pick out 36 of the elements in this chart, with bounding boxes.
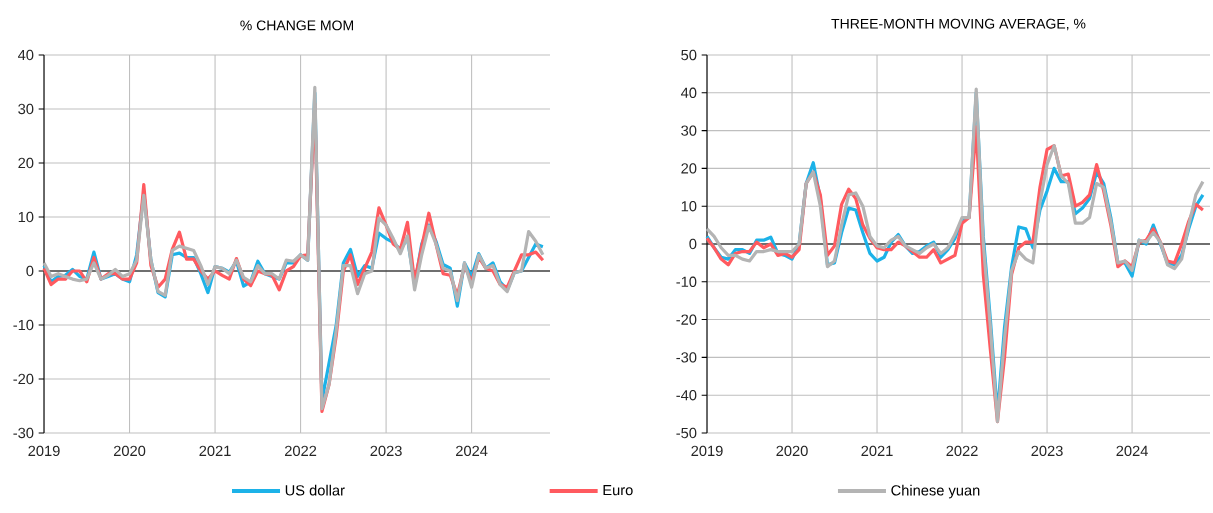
legend-label: Chinese yuan: [891, 484, 980, 499]
x-tick-label: 2021: [199, 445, 231, 457]
x-tick-label: 2022: [946, 445, 978, 457]
y-tick-label: 10: [681, 201, 697, 212]
y-tick-label: 0: [26, 265, 34, 277]
y-tick-label: 20: [18, 157, 34, 169]
y-tick-label: -10: [676, 276, 697, 287]
x-tick-label: 2023: [1031, 445, 1063, 457]
y-tick-label: -40: [676, 390, 697, 401]
y-tick-label: 50: [681, 49, 697, 61]
y-tick-label: -50: [676, 427, 697, 439]
x-tick-label: 2022: [284, 445, 317, 457]
x-tick-label: 2024: [456, 445, 488, 457]
chart-title: % CHANGE MOM: [240, 20, 353, 31]
x-tick-label: 2020: [113, 445, 146, 457]
y-tick-label: 10: [18, 211, 34, 223]
y-tick-label: -30: [676, 352, 697, 363]
y-tick-label: 40: [680, 87, 697, 98]
x-tick-label: 2020: [776, 445, 808, 457]
y-tick-label: -30: [13, 427, 34, 439]
y-tick-label: 30: [681, 125, 697, 136]
legend-label: US dollar: [285, 484, 345, 496]
x-tick-label: 2019: [691, 445, 723, 457]
x-tick-label: 2024: [1116, 445, 1148, 457]
y-tick-label: -20: [676, 314, 697, 325]
x-tick-label: 2021: [861, 445, 893, 457]
x-tick-label: 2023: [370, 445, 402, 457]
y-tick-label: -20: [13, 373, 34, 385]
y-tick-label: -10: [13, 319, 34, 331]
x-tick-label: 2019: [28, 445, 60, 457]
y-tick-label: 0: [689, 238, 697, 250]
legend-label: Euro: [603, 485, 633, 496]
chart-title: THREE-MONTH MOVING AVERAGE, %: [831, 18, 1086, 31]
y-tick-label: 20: [681, 163, 697, 174]
y-tick-label: 30: [18, 103, 34, 115]
y-tick-label: 40: [17, 49, 34, 61]
